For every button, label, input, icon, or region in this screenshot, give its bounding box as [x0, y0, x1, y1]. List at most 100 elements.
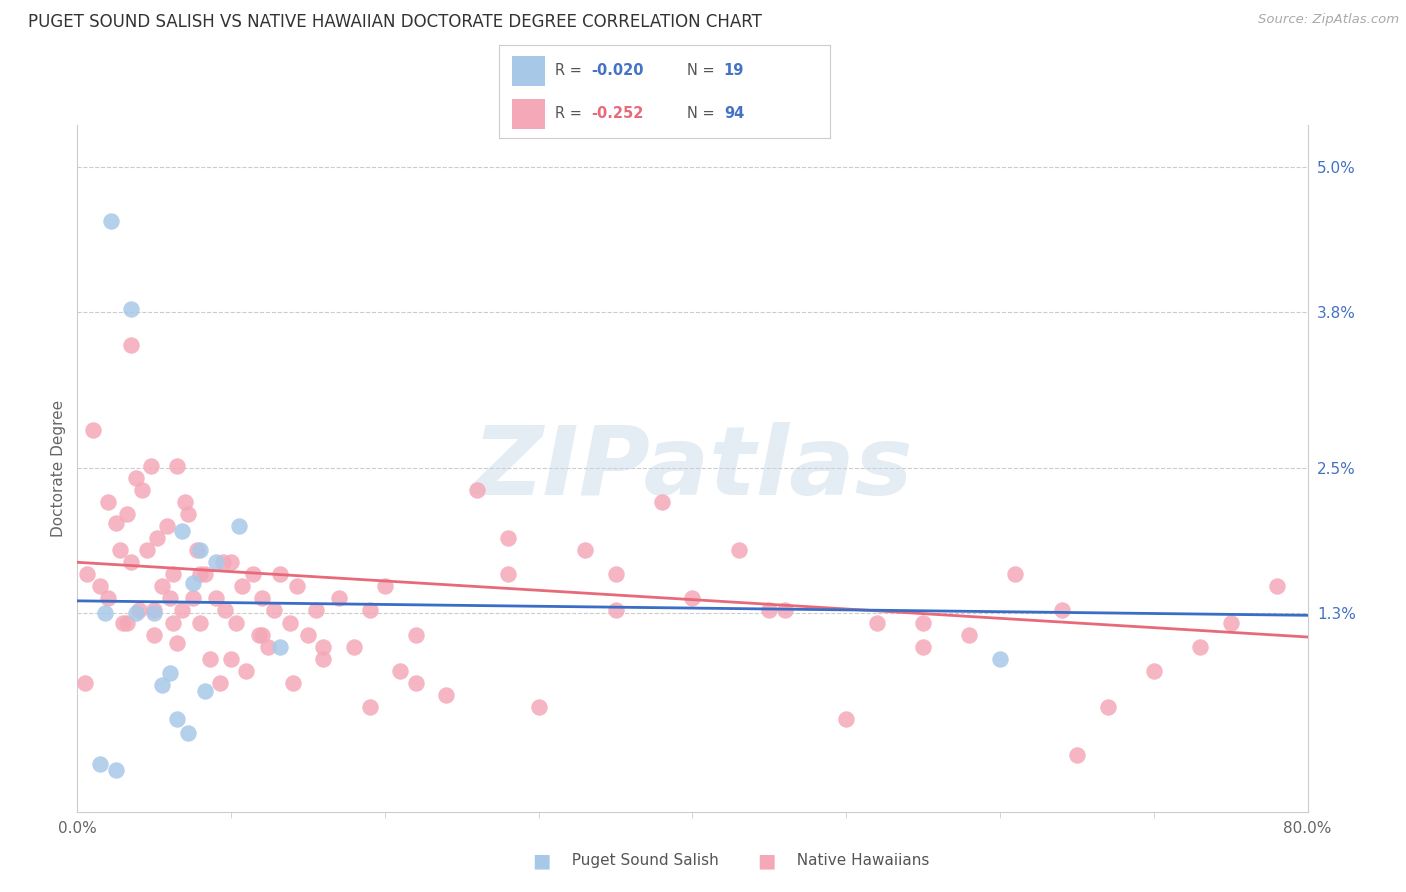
Point — [104, 763, 127, 777]
Point — [297, 627, 319, 641]
Text: ■: ■ — [531, 851, 551, 871]
Point — [209, 675, 232, 690]
Point — [159, 666, 181, 681]
Point — [181, 575, 204, 590]
Point — [204, 555, 226, 569]
Point — [219, 651, 242, 665]
Point — [389, 664, 412, 678]
Point — [912, 640, 935, 654]
Point — [97, 495, 120, 509]
Point — [89, 756, 111, 771]
Point — [219, 555, 242, 569]
Point — [343, 640, 366, 654]
Point — [115, 615, 138, 630]
Text: PUGET SOUND SALISH VS NATIVE HAWAIIAN DOCTORATE DEGREE CORRELATION CHART: PUGET SOUND SALISH VS NATIVE HAWAIIAN DO… — [28, 13, 762, 31]
Point — [177, 726, 200, 740]
Point — [125, 471, 148, 485]
Text: Source: ZipAtlas.com: Source: ZipAtlas.com — [1258, 13, 1399, 27]
Point — [1050, 603, 1073, 617]
Point — [228, 519, 250, 533]
Point — [912, 615, 935, 630]
Text: ■: ■ — [756, 851, 776, 871]
Point — [328, 591, 350, 606]
Point — [143, 627, 166, 641]
Point — [269, 640, 291, 654]
Point — [194, 684, 217, 698]
Point — [758, 603, 780, 617]
Point — [174, 495, 197, 509]
Point — [285, 579, 308, 593]
Point — [82, 423, 104, 437]
Point — [359, 699, 381, 714]
Point — [1188, 640, 1211, 654]
Point — [155, 519, 177, 533]
Text: ZIPatlas: ZIPatlas — [472, 422, 912, 515]
Point — [257, 640, 280, 654]
Point — [104, 516, 127, 530]
Point — [141, 458, 163, 473]
Point — [177, 507, 200, 521]
Point — [773, 603, 796, 617]
Point — [212, 555, 235, 569]
Point — [73, 675, 96, 690]
Point — [269, 567, 291, 582]
Text: Puget Sound Salish: Puget Sound Salish — [562, 854, 718, 868]
Point — [1097, 699, 1119, 714]
Point — [465, 483, 488, 497]
Text: -0.252: -0.252 — [592, 106, 644, 121]
Point — [496, 567, 519, 582]
Point — [263, 603, 285, 617]
Point — [278, 615, 301, 630]
Point — [250, 591, 273, 606]
Point — [496, 531, 519, 545]
Point — [312, 640, 335, 654]
Point — [194, 567, 217, 582]
Point — [143, 603, 166, 617]
Point — [835, 712, 858, 726]
Text: -0.020: -0.020 — [592, 63, 644, 78]
Point — [131, 483, 153, 497]
Point — [188, 567, 212, 582]
Point — [1004, 567, 1026, 582]
Point — [1143, 664, 1166, 678]
Point — [231, 579, 253, 593]
Point — [162, 567, 184, 582]
Point — [527, 699, 550, 714]
Point — [135, 543, 157, 558]
Point — [988, 651, 1011, 665]
Point — [181, 591, 204, 606]
Point — [188, 543, 212, 558]
Point — [120, 555, 142, 569]
Point — [198, 651, 221, 665]
Point — [405, 627, 427, 641]
Point — [405, 675, 427, 690]
Point — [120, 338, 142, 352]
Point — [170, 524, 193, 538]
Point — [143, 606, 166, 620]
Point — [89, 579, 111, 593]
Point — [110, 543, 132, 558]
Point — [214, 603, 236, 617]
Point — [100, 214, 122, 228]
Bar — [512, 99, 546, 129]
Point — [146, 531, 169, 545]
Text: R =: R = — [555, 106, 586, 121]
Point — [436, 688, 458, 702]
Point — [166, 636, 188, 650]
Point — [312, 651, 335, 665]
Bar — [512, 56, 546, 86]
Point — [188, 615, 212, 630]
Point — [359, 603, 381, 617]
Point — [159, 591, 181, 606]
Point — [1219, 615, 1241, 630]
Point — [115, 507, 138, 521]
Point — [125, 606, 148, 620]
Point — [1066, 748, 1088, 763]
Text: Native Hawaiians: Native Hawaiians — [787, 854, 929, 868]
Point — [166, 458, 188, 473]
Point — [574, 543, 596, 558]
Point — [727, 543, 749, 558]
Point — [225, 615, 247, 630]
Point — [374, 579, 396, 593]
Text: 94: 94 — [724, 106, 744, 121]
